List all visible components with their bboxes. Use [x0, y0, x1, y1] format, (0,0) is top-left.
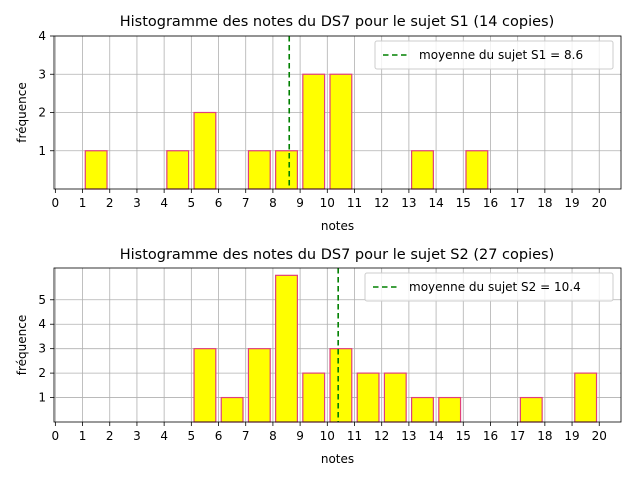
- y-tick-label: 3: [38, 342, 46, 356]
- x-tick-label: 3: [133, 429, 141, 443]
- x-tick-label: 9: [296, 429, 304, 443]
- chart-title: Histogramme des notes du DS7 pour le suj…: [120, 247, 555, 263]
- x-tick-label: 18: [537, 196, 552, 210]
- x-tick-labels: 0 1 2 3 4 5 6 7 8 9 10 11 12 13 14 15 16 17 18 19 20: [52, 422, 607, 443]
- x-axis-label: notes: [321, 219, 354, 233]
- x-tick-label: 6: [215, 429, 223, 443]
- legend-box: [364, 272, 614, 302]
- x-tick-label: 19: [564, 429, 579, 443]
- y-tick-label: 5: [38, 293, 46, 307]
- histogram-bar: [166, 150, 190, 190]
- x-tick-label: 14: [428, 196, 443, 210]
- x-tick-label: 12: [374, 196, 389, 210]
- x-tick-label: 7: [242, 429, 250, 443]
- y-tick-label: 4: [38, 29, 46, 43]
- x-tick-label: 0: [52, 429, 60, 443]
- histogram-bar: [329, 73, 353, 190]
- histogram-bar: [193, 348, 217, 423]
- histogram-bar: [275, 150, 298, 190]
- x-tick-label: 14: [428, 429, 443, 443]
- x-tick-label: 10: [320, 429, 335, 443]
- histogram-bar: [247, 348, 271, 423]
- y-tick-label: 3: [38, 67, 46, 81]
- x-tick-label: 2: [106, 196, 114, 210]
- chart-s1: Histogramme des notes du DS7 pour le suj…: [15, 14, 622, 233]
- x-tick-label: 17: [510, 196, 525, 210]
- histogram-bar: [356, 372, 380, 423]
- bars: [84, 73, 489, 190]
- x-tick-label: 18: [537, 429, 552, 443]
- x-tick-label: 12: [374, 429, 389, 443]
- x-tick-label: 15: [456, 196, 471, 210]
- x-tick-label: 8: [269, 429, 277, 443]
- y-tick-label: 2: [38, 106, 46, 120]
- y-axis-label: fréquence: [15, 315, 29, 375]
- x-tick-label: 4: [160, 429, 168, 443]
- legend: moyenne du sujet S2 = 10.4: [364, 272, 614, 302]
- x-tick-label: 1: [79, 196, 87, 210]
- x-axis-label: notes: [321, 452, 354, 466]
- legend: moyenne du sujet S1 = 8.6: [374, 40, 614, 70]
- y-tick-labels: 1 2 3 4: [38, 29, 54, 158]
- histogram-bar: [329, 348, 353, 423]
- x-tick-label: 20: [592, 196, 607, 210]
- x-tick-label: 17: [510, 429, 525, 443]
- plot-frame: [53, 267, 622, 423]
- histogram-bar: [84, 150, 108, 190]
- y-tick-label: 1: [38, 144, 46, 158]
- x-tick-label: 11: [347, 429, 362, 443]
- histogram-bar: [193, 111, 217, 190]
- histogram-bar: [574, 372, 598, 423]
- histogram-bar: [519, 396, 543, 423]
- y-axis-label: fréquence: [15, 82, 29, 142]
- bars: [193, 274, 598, 423]
- x-tick-label: 3: [133, 196, 141, 210]
- y-tick-label: 2: [38, 366, 46, 380]
- x-tick-label: 5: [188, 429, 196, 443]
- y-tick-label: 4: [38, 317, 46, 331]
- histogram-bar: [383, 372, 407, 423]
- histogram-bar: [465, 150, 489, 190]
- x-tick-label: 13: [401, 196, 416, 210]
- x-tick-label: 15: [456, 429, 471, 443]
- x-tick-label: 16: [483, 196, 498, 210]
- x-tick-label: 20: [592, 429, 607, 443]
- x-tick-label: 11: [347, 196, 362, 210]
- y-tick-label: 1: [38, 391, 46, 405]
- x-tick-label: 10: [320, 196, 335, 210]
- x-tick-label: 0: [52, 196, 60, 210]
- x-tick-labels: 0 1 2 3 4 5 6 7 8 9 10 11 12 13 14 15 16 17 18 19 20: [52, 189, 607, 210]
- histogram-bar: [302, 73, 326, 190]
- legend-label: moyenne du sujet S1 = 8.6: [419, 48, 583, 62]
- x-tick-label: 9: [296, 196, 304, 210]
- x-tick-label: 6: [215, 196, 223, 210]
- histogram-bar: [247, 150, 271, 190]
- x-tick-label: 2: [106, 429, 114, 443]
- x-tick-label: 8: [269, 196, 277, 210]
- legend-label: moyenne du sujet S2 = 10.4: [409, 280, 581, 294]
- legend-box: [374, 40, 614, 70]
- chart-s2: Histogramme des notes du DS7 pour le suj…: [15, 247, 622, 466]
- histogram-bar: [220, 396, 244, 423]
- y-tick-labels: 1 2 3 4 5: [38, 293, 54, 405]
- histogram-bar: [438, 396, 462, 423]
- x-tick-label: 16: [483, 429, 498, 443]
- histogram-bar: [411, 150, 434, 190]
- x-tick-label: 19: [564, 196, 579, 210]
- histogram-bar: [275, 274, 298, 423]
- histogram-bar: [411, 396, 434, 423]
- x-tick-label: 7: [242, 196, 250, 210]
- x-tick-label: 1: [79, 429, 87, 443]
- x-tick-label: 4: [160, 196, 168, 210]
- x-tick-label: 5: [188, 196, 196, 210]
- x-tick-label: 13: [401, 429, 416, 443]
- histogram-bar: [302, 372, 326, 423]
- chart-title: Histogramme des notes du DS7 pour le suj…: [120, 14, 555, 30]
